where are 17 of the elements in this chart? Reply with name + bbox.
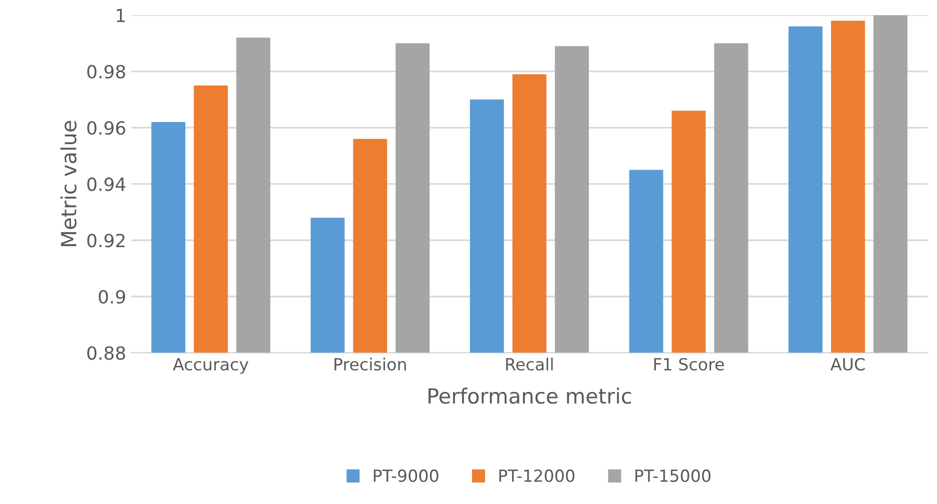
y-tick-label: 0.98 — [87, 64, 126, 79]
x-tick-label: AUC — [830, 358, 865, 371]
y-tick-label: 1 — [116, 8, 125, 22]
legend-label: PT-9000 — [374, 469, 438, 482]
legend-label: PT-12000 — [499, 469, 574, 482]
x-tick-label: Recall — [506, 358, 553, 371]
x-axis-title: Performance metric — [428, 388, 631, 404]
x-tick-label: F1 Score — [654, 358, 724, 371]
y-tick-label: 0.92 — [87, 234, 125, 248]
x-tick-label: Accuracy — [172, 358, 248, 374]
y-axis-title: Metric value — [60, 120, 77, 246]
y-tick-label: 0.96 — [87, 121, 126, 135]
y-tick-label: 0.94 — [87, 177, 126, 192]
x-tick-label: Precision — [334, 358, 406, 371]
y-tick-label: 0.88 — [87, 346, 126, 360]
y-tick-label: 0.9 — [98, 290, 126, 304]
legend-label: PT-15000 — [635, 469, 710, 482]
